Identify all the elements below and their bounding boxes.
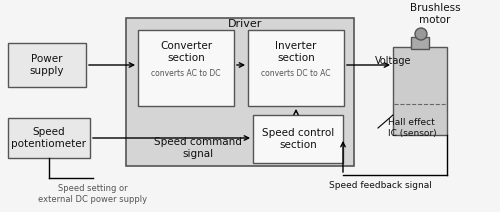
Text: Driver: Driver [228, 19, 262, 29]
Text: Speed setting or
external DC power supply: Speed setting or external DC power suppl… [38, 184, 148, 204]
Bar [8, 118, 90, 158]
Text: Power
supply: Power supply [30, 54, 64, 76]
Text: Brushless
motor: Brushless motor [410, 3, 461, 25]
Bar [126, 18, 354, 166]
Text: Converter
section: Converter section [160, 41, 212, 63]
Bar [393, 47, 447, 135]
Text: Speed command
signal: Speed command signal [154, 137, 242, 159]
Ellipse shape [415, 28, 427, 40]
Text: converts DC to AC: converts DC to AC [261, 70, 331, 78]
Text: Speed control
section: Speed control section [262, 128, 334, 150]
Text: Speed feedback signal: Speed feedback signal [328, 180, 432, 190]
Bar [253, 115, 343, 163]
Text: Inverter
section: Inverter section [276, 41, 316, 63]
Text: Speed
potentiometer: Speed potentiometer [12, 127, 86, 149]
Text: Voltage: Voltage [375, 56, 412, 66]
Bar [8, 43, 86, 87]
Bar [138, 30, 234, 106]
Bar [411, 37, 429, 49]
Text: converts AC to DC: converts AC to DC [151, 70, 221, 78]
Bar [248, 30, 344, 106]
Text: Hall effect
IC (sensor): Hall effect IC (sensor) [388, 118, 436, 138]
